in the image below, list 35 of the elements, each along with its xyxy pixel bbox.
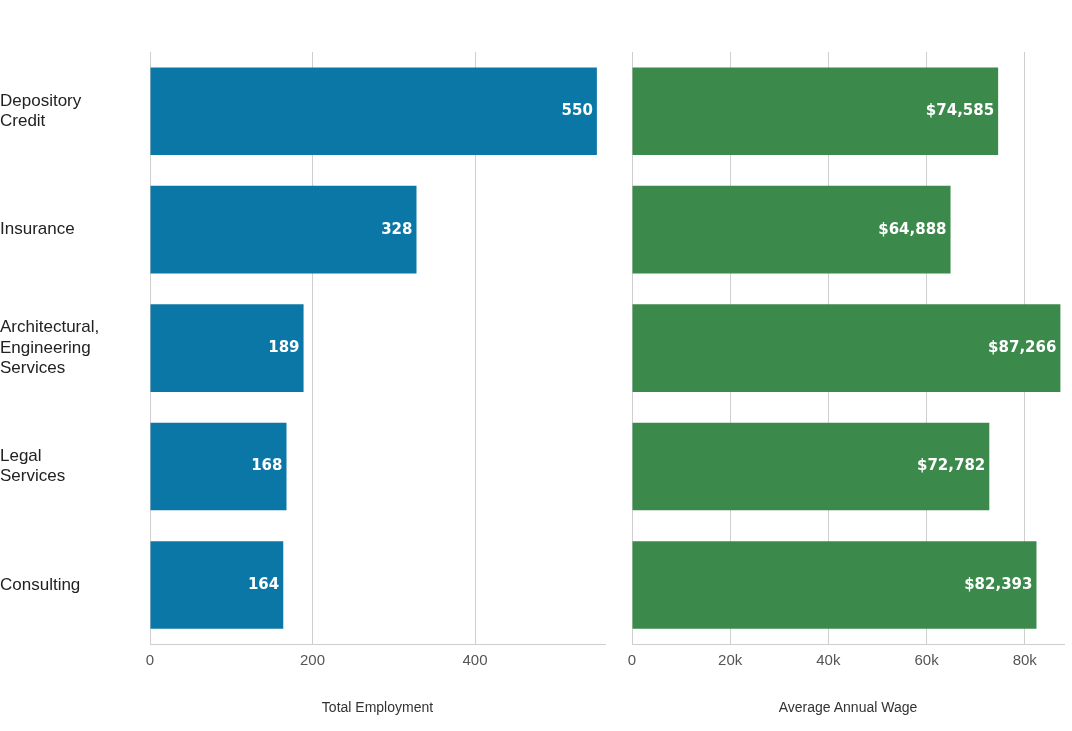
x-axis-title: Average Annual Wage [778, 699, 918, 716]
bar [150, 422, 287, 511]
x-tick-label: 20k [718, 651, 743, 669]
y-tick-label: Legal Services [0, 446, 66, 486]
bar [150, 304, 304, 392]
data-label: 550 [561, 101, 593, 120]
bar [150, 67, 597, 156]
bar [632, 541, 1037, 629]
x-tick-label: 80k [1012, 651, 1038, 669]
y-tick-label: Consulting [0, 574, 81, 594]
data-label: $87,266 [988, 337, 1057, 356]
x-tick-label: 0 [627, 651, 637, 669]
x-tick-label: 200 [299, 651, 326, 669]
bar [150, 185, 417, 274]
data-label: 328 [381, 219, 413, 238]
bar [632, 67, 999, 156]
y-tick-label: Insurance [0, 219, 75, 239]
y-tick-label: Architectural, Engineering Services [0, 317, 100, 378]
x-tick-label: 0 [145, 651, 155, 669]
x-tick-label: 400 [462, 651, 488, 669]
data-label: $82,393 [964, 574, 1033, 593]
data-label: 189 [268, 337, 300, 356]
data-label: $72,782 [916, 456, 986, 475]
data-label: $64,888 [878, 219, 947, 238]
x-tick-label: 60k [914, 651, 940, 669]
y-tick-label: Depository Credit [0, 90, 82, 131]
data-label: $74,585 [925, 101, 995, 120]
x-axis-title: Total Employment [321, 699, 434, 716]
bar [150, 541, 284, 629]
data-label: 164 [247, 574, 280, 593]
bar [632, 422, 990, 511]
bar [632, 304, 1061, 392]
data-label: 168 [251, 456, 283, 475]
x-tick-label: 40k [816, 651, 841, 669]
bar [632, 185, 951, 274]
